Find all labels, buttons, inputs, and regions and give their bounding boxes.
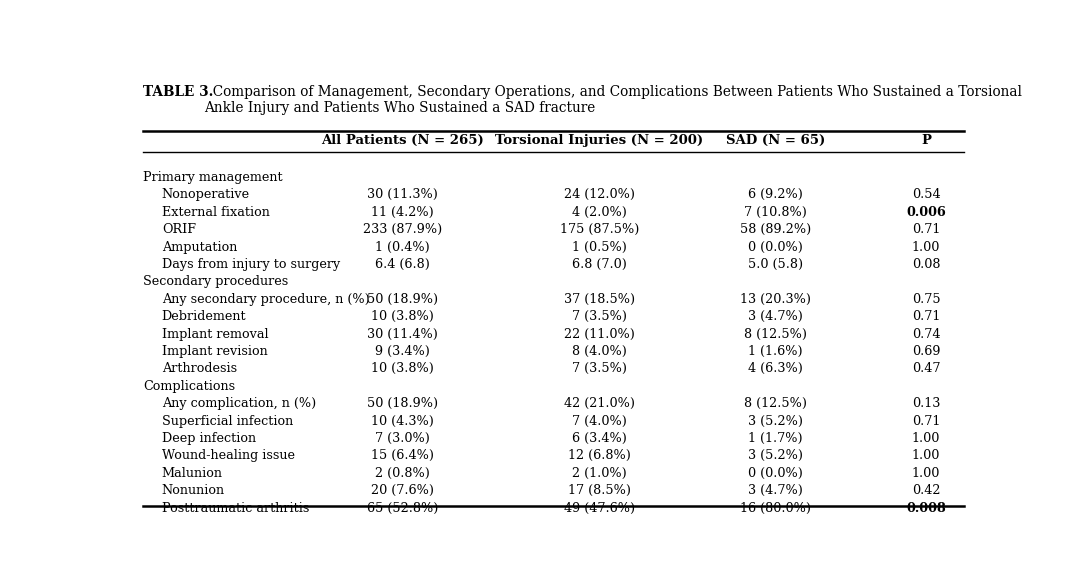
Text: 12 (6.8%): 12 (6.8%)	[568, 449, 631, 462]
Text: 65 (52.8%): 65 (52.8%)	[367, 502, 438, 515]
Text: 7 (4.0%): 7 (4.0%)	[572, 415, 627, 428]
Text: 50 (18.9%): 50 (18.9%)	[367, 293, 438, 306]
Text: 1 (1.7%): 1 (1.7%)	[748, 432, 802, 445]
Text: 6 (9.2%): 6 (9.2%)	[747, 188, 802, 201]
Text: 0.71: 0.71	[912, 415, 941, 428]
Text: 0.08: 0.08	[912, 258, 941, 271]
Text: 1.00: 1.00	[912, 467, 941, 480]
Text: 1.00: 1.00	[912, 449, 941, 462]
Text: 30 (11.3%): 30 (11.3%)	[367, 188, 438, 201]
Text: 22 (11.0%): 22 (11.0%)	[564, 328, 635, 341]
Text: External fixation: External fixation	[162, 206, 270, 219]
Text: All Patients (N = 265): All Patients (N = 265)	[322, 134, 484, 147]
Text: 17 (8.5%): 17 (8.5%)	[568, 484, 631, 497]
Text: 2 (1.0%): 2 (1.0%)	[572, 467, 626, 480]
Text: 1 (0.4%): 1 (0.4%)	[376, 241, 430, 254]
Text: 1.00: 1.00	[912, 432, 941, 445]
Text: 4 (2.0%): 4 (2.0%)	[572, 206, 627, 219]
Text: 7 (3.5%): 7 (3.5%)	[572, 310, 627, 323]
Text: 20 (7.6%): 20 (7.6%)	[372, 484, 434, 497]
Text: Amputation: Amputation	[162, 241, 238, 254]
Text: Complications: Complications	[144, 380, 235, 393]
Text: 42 (21.0%): 42 (21.0%)	[564, 397, 635, 410]
Text: Malunion: Malunion	[162, 467, 222, 480]
Text: Wound-healing issue: Wound-healing issue	[162, 449, 295, 462]
Text: 1 (1.6%): 1 (1.6%)	[748, 345, 802, 358]
Text: 0 (0.0%): 0 (0.0%)	[747, 241, 802, 254]
Text: 6.8 (7.0): 6.8 (7.0)	[572, 258, 627, 271]
Text: 7 (3.5%): 7 (3.5%)	[572, 362, 627, 375]
Text: Nonoperative: Nonoperative	[162, 188, 249, 201]
Text: 13 (20.3%): 13 (20.3%)	[740, 293, 811, 306]
Text: P: P	[921, 134, 931, 147]
Text: 0.69: 0.69	[912, 345, 941, 358]
Text: Nonunion: Nonunion	[162, 484, 225, 497]
Text: Days from injury to surgery: Days from injury to surgery	[162, 258, 340, 271]
Text: 24 (12.0%): 24 (12.0%)	[564, 188, 635, 201]
Text: 9 (3.4%): 9 (3.4%)	[376, 345, 430, 358]
Text: 37 (18.5%): 37 (18.5%)	[564, 293, 635, 306]
Text: 10 (4.3%): 10 (4.3%)	[372, 415, 434, 428]
Text: 0.47: 0.47	[912, 362, 941, 375]
Text: 0.74: 0.74	[912, 328, 941, 341]
Text: 10 (3.8%): 10 (3.8%)	[372, 310, 434, 323]
Text: 3 (5.2%): 3 (5.2%)	[747, 415, 802, 428]
Text: 0 (0.0%): 0 (0.0%)	[747, 467, 802, 480]
Text: ORIF: ORIF	[162, 223, 195, 236]
Text: SAD (N = 65): SAD (N = 65)	[726, 134, 825, 147]
Text: Superficial infection: Superficial infection	[162, 415, 293, 428]
Text: 233 (87.9%): 233 (87.9%)	[363, 223, 443, 236]
Text: 50 (18.9%): 50 (18.9%)	[367, 397, 438, 410]
Text: 16 (80.0%): 16 (80.0%)	[740, 502, 811, 515]
Text: 0.008: 0.008	[906, 502, 946, 515]
Text: 0.54: 0.54	[912, 188, 941, 201]
Text: 0.75: 0.75	[912, 293, 941, 306]
Text: Secondary procedures: Secondary procedures	[144, 275, 288, 288]
Text: Primary management: Primary management	[144, 171, 283, 184]
Text: Comparison of Management, Secondary Operations, and Complications Between Patien: Comparison of Management, Secondary Oper…	[204, 85, 1023, 115]
Text: 0.71: 0.71	[912, 223, 941, 236]
Text: 5.0 (5.8): 5.0 (5.8)	[747, 258, 802, 271]
Text: 4 (6.3%): 4 (6.3%)	[747, 362, 802, 375]
Text: 3 (4.7%): 3 (4.7%)	[747, 310, 802, 323]
Text: Posttraumatic arthritis: Posttraumatic arthritis	[162, 502, 309, 515]
Text: 2 (0.8%): 2 (0.8%)	[376, 467, 430, 480]
Text: 7 (10.8%): 7 (10.8%)	[744, 206, 807, 219]
Text: 1 (0.5%): 1 (0.5%)	[572, 241, 627, 254]
Text: Arthrodesis: Arthrodesis	[162, 362, 237, 375]
Text: 7 (3.0%): 7 (3.0%)	[376, 432, 430, 445]
Text: Torsional Injuries (N = 200): Torsional Injuries (N = 200)	[496, 134, 703, 147]
Text: 0.13: 0.13	[912, 397, 941, 410]
Text: 3 (5.2%): 3 (5.2%)	[747, 449, 802, 462]
Text: 58 (89.2%): 58 (89.2%)	[740, 223, 811, 236]
Text: Implant revision: Implant revision	[162, 345, 268, 358]
Text: 49 (47.6%): 49 (47.6%)	[564, 502, 635, 515]
Text: Implant removal: Implant removal	[162, 328, 269, 341]
Text: 10 (3.8%): 10 (3.8%)	[372, 362, 434, 375]
Text: 15 (6.4%): 15 (6.4%)	[372, 449, 434, 462]
Text: 6 (3.4%): 6 (3.4%)	[572, 432, 627, 445]
Text: 8 (12.5%): 8 (12.5%)	[744, 397, 807, 410]
Text: 0.006: 0.006	[906, 206, 946, 219]
Text: 30 (11.4%): 30 (11.4%)	[367, 328, 438, 341]
Text: Debridement: Debridement	[162, 310, 246, 323]
Text: 3 (4.7%): 3 (4.7%)	[747, 484, 802, 497]
Text: Deep infection: Deep infection	[162, 432, 256, 445]
Text: 1.00: 1.00	[912, 241, 941, 254]
Text: 8 (12.5%): 8 (12.5%)	[744, 328, 807, 341]
Text: 8 (4.0%): 8 (4.0%)	[572, 345, 627, 358]
Text: Any complication, n (%): Any complication, n (%)	[162, 397, 316, 410]
Text: Any secondary procedure, n (%): Any secondary procedure, n (%)	[162, 293, 369, 306]
Text: 0.71: 0.71	[912, 310, 941, 323]
Text: 6.4 (6.8): 6.4 (6.8)	[376, 258, 430, 271]
Text: TABLE 3.: TABLE 3.	[144, 85, 214, 99]
Text: 175 (87.5%): 175 (87.5%)	[559, 223, 639, 236]
Text: 11 (4.2%): 11 (4.2%)	[372, 206, 434, 219]
Text: 0.42: 0.42	[912, 484, 941, 497]
